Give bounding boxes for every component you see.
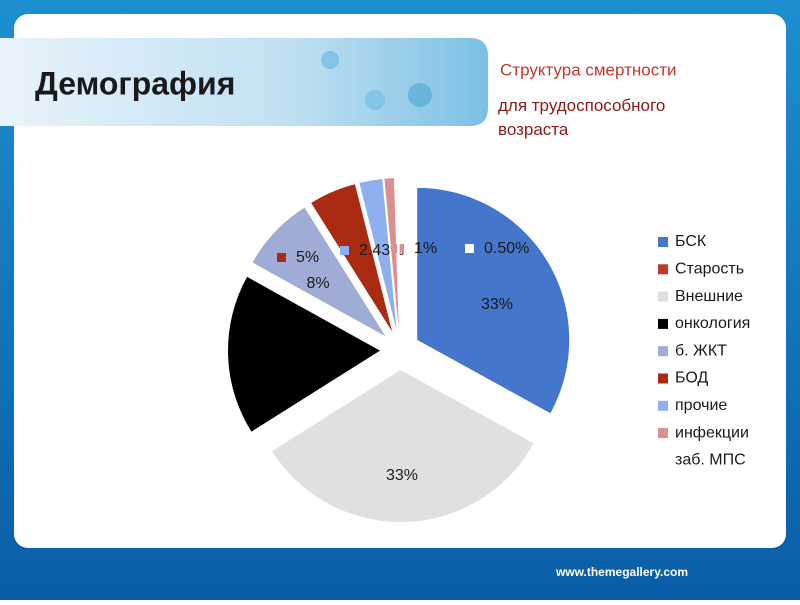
data-label: 1% (414, 240, 437, 257)
legend-label: прочие (675, 397, 727, 414)
data-label: 33% (386, 467, 418, 484)
pie-slice (359, 178, 397, 331)
legend-marker (658, 400, 668, 411)
chart-title: Структура смертности (500, 60, 677, 79)
pie-chart: 33%33%8%5% 2.43% 1% 0.50% БСКСтаростьВнешние… (228, 178, 750, 522)
pie-slice (252, 207, 386, 337)
legend-marker (658, 237, 668, 247)
chart-subtitle: для трудоспособного возраста (498, 96, 666, 139)
legend-marker (658, 428, 668, 439)
legend-marker (658, 291, 668, 302)
legend-label: инфекции (675, 424, 749, 441)
legend-marker (658, 455, 668, 466)
decor (408, 83, 432, 107)
pie-slice (228, 276, 381, 432)
legend-label: б. ЖКТ (675, 342, 727, 359)
data-label: 33% (481, 296, 513, 313)
legend-marker (658, 373, 668, 384)
legend-label: БОД (675, 370, 708, 387)
legend-label: заб. МПС (675, 452, 746, 469)
pie-slice (384, 178, 399, 331)
legend-label: Внешние (675, 288, 743, 305)
label-marker (465, 244, 474, 253)
label-marker (340, 246, 349, 255)
pie-slice (311, 184, 393, 332)
pie-slice (417, 187, 570, 414)
footer-url: www.themegallery.com (555, 565, 688, 579)
legend-label: онкология (675, 315, 750, 332)
label-marker (277, 253, 286, 262)
legend-label: Старость (675, 261, 744, 278)
data-label: 8% (306, 275, 329, 292)
panel (14, 14, 786, 548)
pie-slice (272, 369, 534, 522)
legend-marker (658, 264, 668, 275)
slide-title: Демография (35, 65, 235, 101)
legend-marker (658, 318, 668, 329)
chart-subtitle-box: для трудоспособного возраста (498, 96, 666, 139)
data-label: 0.50% (484, 240, 529, 257)
legend-marker (658, 346, 668, 357)
decor (365, 90, 385, 110)
legend-label: БСК (675, 233, 707, 250)
pie-slice (394, 178, 400, 331)
data-label: 5% (296, 249, 319, 266)
decor (321, 51, 339, 69)
